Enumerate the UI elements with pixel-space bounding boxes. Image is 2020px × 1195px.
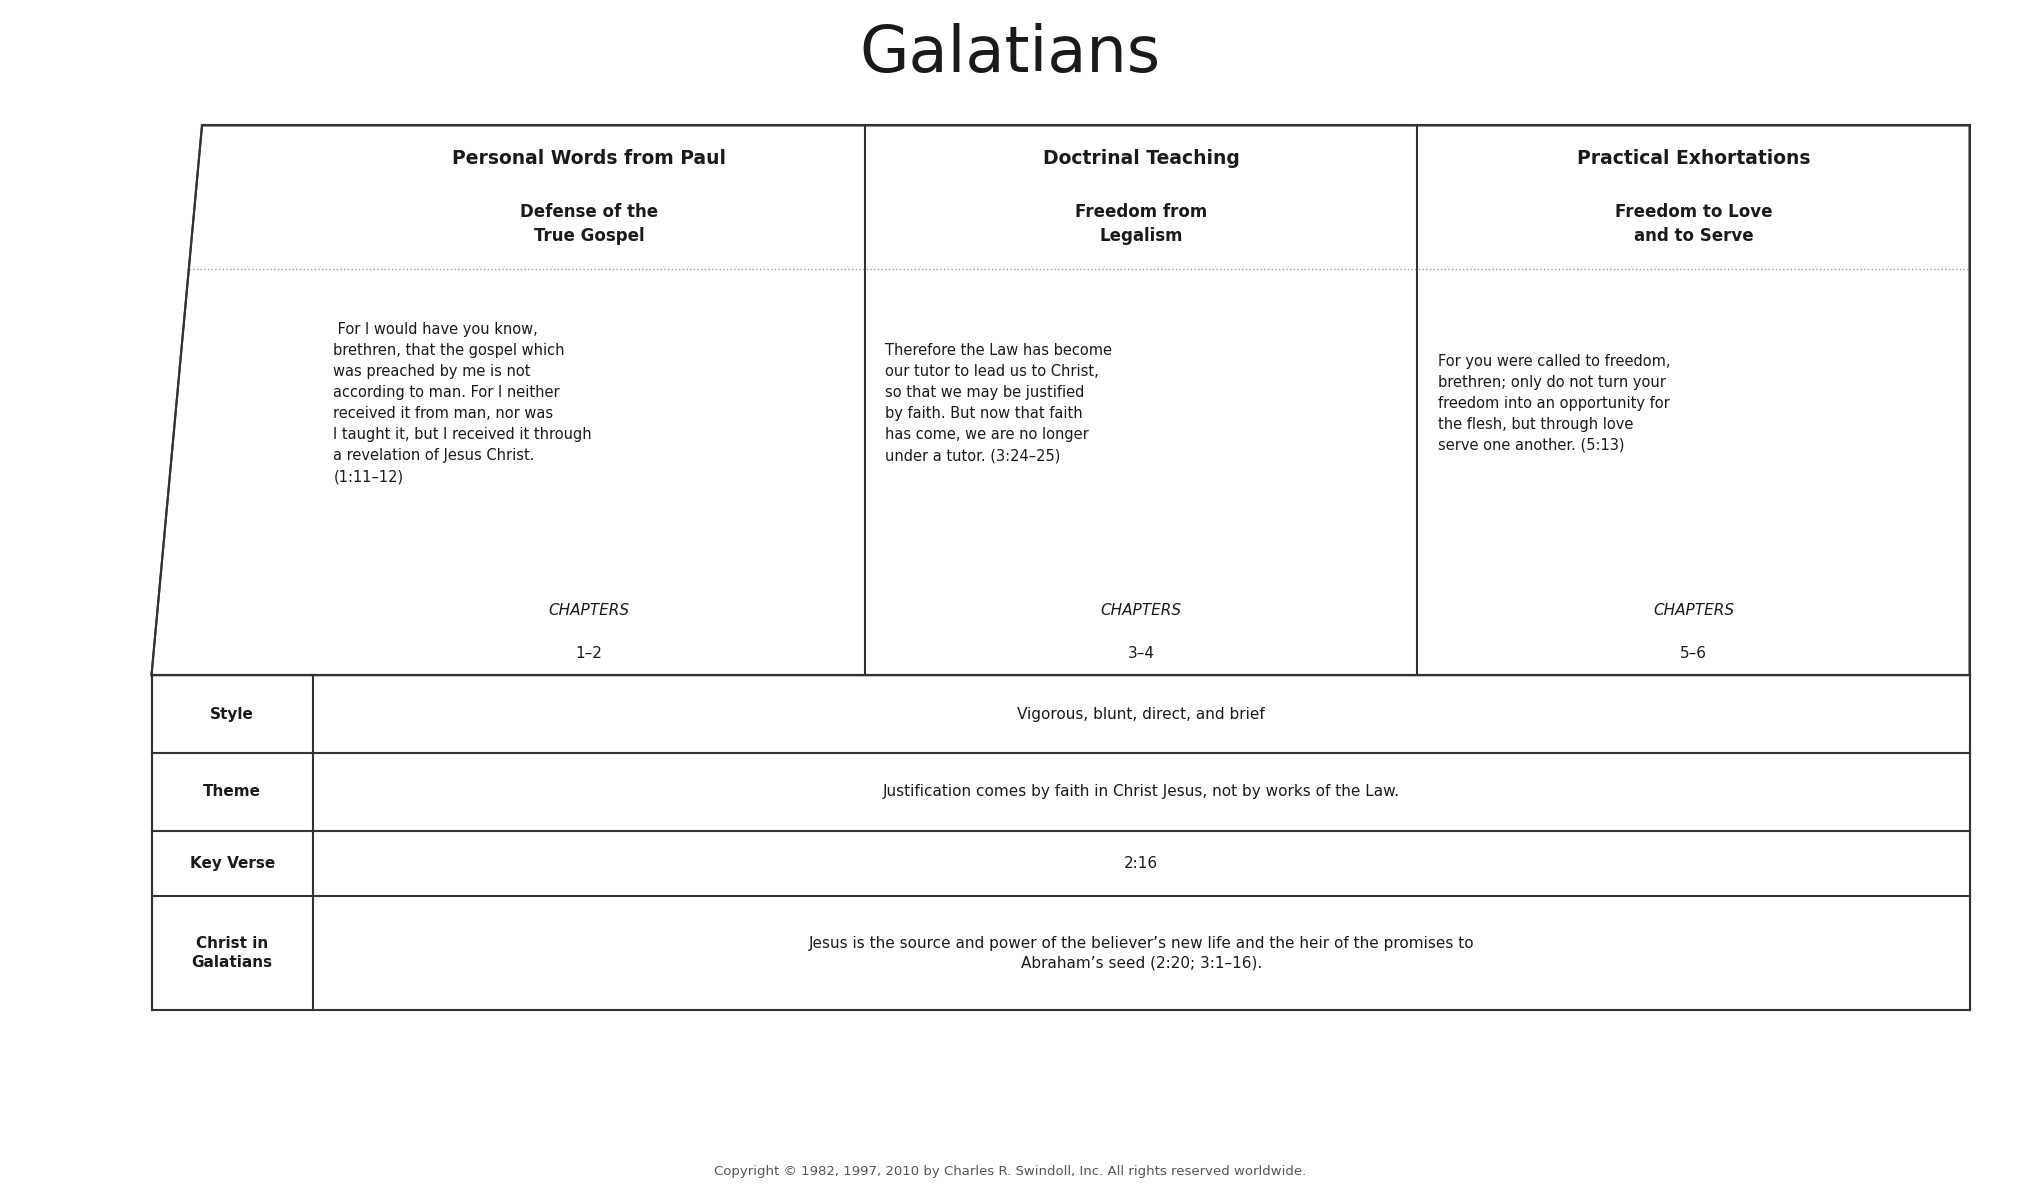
Text: CHAPTERS: CHAPTERS (549, 603, 630, 619)
Text: Christ in
Galatians: Christ in Galatians (192, 936, 273, 970)
Text: Copyright © 1982, 1997, 2010 by Charles R. Swindoll, Inc. All rights reserved wo: Copyright © 1982, 1997, 2010 by Charles … (713, 1165, 1307, 1177)
Text: Vigorous, blunt, direct, and brief: Vigorous, blunt, direct, and brief (1018, 706, 1265, 722)
Text: CHAPTERS: CHAPTERS (1101, 603, 1182, 619)
Text: 2:16: 2:16 (1125, 856, 1157, 871)
Text: CHAPTERS: CHAPTERS (1652, 603, 1733, 619)
Text: Key Verse: Key Verse (190, 856, 275, 871)
Text: 5–6: 5–6 (1681, 645, 1707, 661)
Text: Freedom from
Legalism: Freedom from Legalism (1075, 203, 1208, 245)
Text: Freedom to Love
and to Serve: Freedom to Love and to Serve (1614, 203, 1772, 245)
Text: Doctrinal Teaching: Doctrinal Teaching (1042, 149, 1240, 167)
Text: 3–4: 3–4 (1127, 645, 1155, 661)
Text: 1–2: 1–2 (576, 645, 602, 661)
Text: Therefore the Law has become
our tutor to lead us to Christ,
so that we may be j: Therefore the Law has become our tutor t… (885, 343, 1113, 464)
Text: Style: Style (210, 706, 255, 722)
Text: Jesus is the source and power of the believer’s new life and the heir of the pro: Jesus is the source and power of the bel… (808, 936, 1475, 970)
Text: Theme: Theme (204, 784, 261, 799)
Text: Justification comes by faith in Christ Jesus, not by works of the Law.: Justification comes by faith in Christ J… (883, 784, 1400, 799)
Text: Personal Words from Paul: Personal Words from Paul (452, 149, 725, 167)
Text: Defense of the
True Gospel: Defense of the True Gospel (519, 203, 659, 245)
Text: Galatians: Galatians (858, 23, 1162, 85)
Text: For I would have you know,
brethren, that the gospel which
was preached by me is: For I would have you know, brethren, tha… (333, 323, 592, 484)
Text: Practical Exhortations: Practical Exhortations (1578, 149, 1810, 167)
Text: For you were called to freedom,
brethren; only do not turn your
freedom into an : For you were called to freedom, brethren… (1438, 354, 1671, 453)
